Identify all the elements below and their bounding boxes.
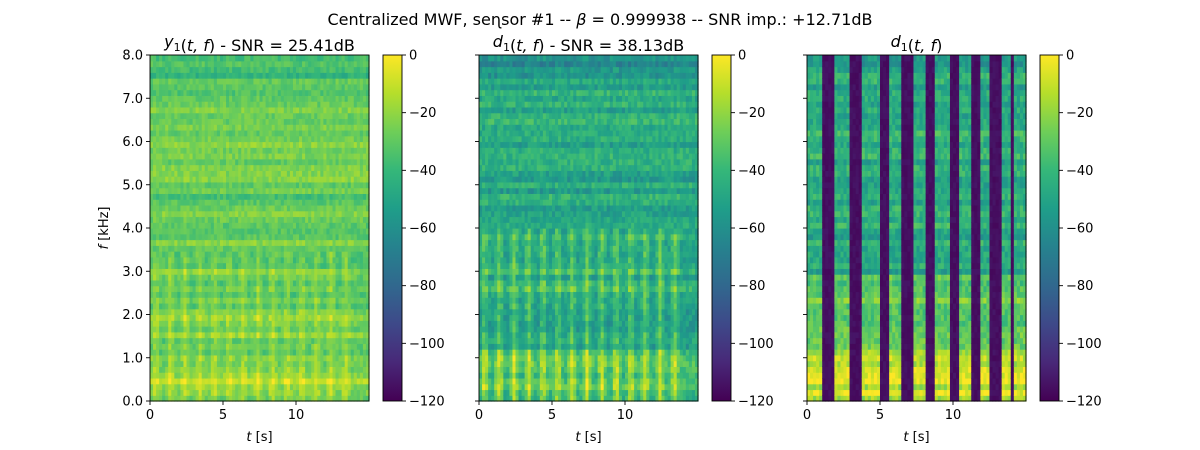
colorbar-tick-label: −100	[409, 337, 445, 352]
y-tick-label: 1.0	[122, 351, 143, 366]
colorbar: 0 −20 −40 −60 −80 −100 −120	[383, 49, 445, 410]
figure-title: Centralized MWF, seɳsor #1 -- β = 0.9999…	[327, 10, 872, 29]
spectrogram-panel-2: 0 5 10d1(t, f) - SNR = 38.13dBt [s]0−20−40…	[475, 32, 774, 445]
x-axis-unit: [s]	[252, 430, 273, 445]
colorbar-tick-label: −60	[409, 222, 436, 237]
spectrogram-panel-1: 0 5 100.01.02.03.04.05.06.07.08.0y1(t, f) …	[97, 32, 445, 445]
colorbar-tick-label: −120	[409, 395, 445, 410]
x-tick-label: 5	[219, 408, 227, 423]
colorbar-fill	[383, 55, 402, 401]
y-tick-label: 6.0	[122, 135, 143, 150]
y-tick-label: 4.0	[122, 222, 143, 237]
colorbar-tick-label: −20	[409, 106, 436, 121]
title-part: - SNR = 25.41dB	[215, 36, 355, 55]
y-tick-label: 7.0	[122, 92, 143, 107]
panels: 0 5 100.01.02.03.04.05.06.07.08.0y1(t, f) …	[97, 32, 1102, 445]
x-tick-label: 0	[146, 408, 154, 423]
x-tick-label: 10	[288, 408, 305, 423]
y-axis-unit: [kHz]	[97, 207, 112, 245]
y-tick-label: 2.0	[122, 308, 143, 323]
colorbar-tick-label: 0	[409, 49, 417, 64]
y-axis-label: f [kHz]	[97, 207, 112, 250]
y-tick-label: 0.0	[122, 395, 143, 410]
heatmap-cells	[150, 55, 370, 402]
title-part: t, f	[187, 36, 211, 55]
x-axis-label: t [s]	[246, 430, 272, 445]
heatmap-cells	[479, 55, 699, 402]
y-tick-label: 5.0	[122, 178, 143, 193]
y-tick-label: 3.0	[122, 265, 143, 280]
title-part: y	[163, 32, 174, 51]
title-part: 1	[174, 41, 181, 54]
panel-title: y1(t, f) - SNR = 25.41dB	[163, 32, 355, 55]
y-tick-label: 8.0	[122, 49, 143, 64]
colorbar-tick-label: −80	[409, 279, 436, 294]
colorbar-tick-label: −40	[409, 164, 436, 179]
